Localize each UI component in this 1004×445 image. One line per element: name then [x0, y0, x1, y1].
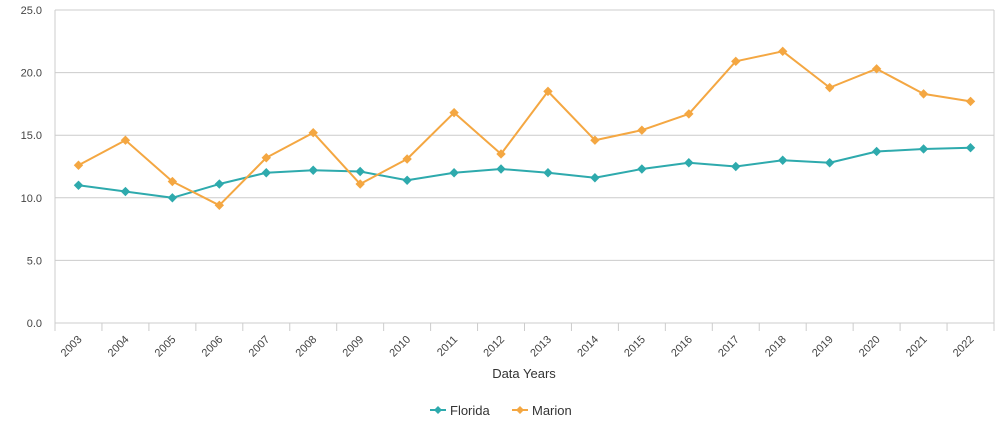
data-point-florida[interactable]	[543, 168, 553, 178]
x-tick-label: 2007	[247, 334, 273, 360]
data-point-florida[interactable]	[684, 158, 694, 168]
data-point-florida[interactable]	[120, 186, 131, 197]
x-tick-label: 2004	[106, 334, 132, 360]
data-point-florida[interactable]	[355, 166, 365, 177]
x-tick-label: 2008	[294, 334, 320, 360]
data-point-marion[interactable]	[778, 46, 788, 57]
data-point-florida[interactable]	[965, 143, 976, 153]
x-tick-label: 2017	[716, 334, 742, 360]
legend-item-marion[interactable]: Marion	[512, 403, 572, 418]
y-tick-label: 15.0	[21, 130, 42, 142]
y-tick-label: 25.0	[21, 5, 42, 17]
x-tick-label: 2014	[575, 334, 601, 360]
data-point-florida[interactable]	[918, 144, 929, 154]
data-point-marion[interactable]	[684, 109, 694, 119]
x-tick-label: 2012	[481, 334, 507, 360]
legend-label: Florida	[450, 403, 491, 418]
x-tick-label: 2015	[622, 334, 648, 360]
x-tick-label: 2011	[435, 334, 460, 359]
x-tick-label: 2022	[951, 334, 977, 360]
data-point-marion[interactable]	[402, 154, 412, 164]
data-point-marion[interactable]	[871, 64, 882, 74]
x-tick-label: 2013	[528, 334, 554, 360]
data-point-marion[interactable]	[355, 179, 365, 189]
x-tick-label: 2003	[59, 334, 85, 360]
data-point-florida[interactable]	[402, 175, 412, 185]
data-point-marion[interactable]	[918, 89, 929, 99]
data-point-florida[interactable]	[496, 164, 506, 174]
x-tick-label: 2009	[340, 334, 366, 360]
data-point-marion[interactable]	[449, 107, 459, 118]
data-point-marion[interactable]	[261, 153, 271, 163]
data-point-marion[interactable]	[120, 135, 131, 145]
data-point-florida[interactable]	[449, 168, 459, 178]
data-point-florida[interactable]	[167, 193, 178, 203]
data-point-florida[interactable]	[261, 168, 271, 178]
x-tick-label: 2020	[857, 334, 883, 360]
data-point-marion[interactable]	[167, 176, 178, 187]
data-point-marion[interactable]	[965, 96, 976, 107]
series-lines	[73, 46, 976, 211]
x-tick-label: 2021	[904, 334, 930, 360]
legend-label: Marion	[532, 403, 572, 418]
data-point-marion[interactable]	[496, 149, 506, 159]
data-point-florida[interactable]	[308, 165, 318, 175]
x-tick-label: 2018	[763, 334, 789, 360]
gridlines	[55, 9, 995, 324]
series-line	[77, 50, 971, 207]
series-line	[78, 146, 971, 199]
series-marion[interactable]	[73, 46, 976, 211]
y-tick-label: 20.0	[21, 68, 42, 80]
data-point-florida[interactable]	[214, 179, 225, 189]
x-tick-label: 2016	[669, 334, 695, 360]
x-tick-label: 2006	[200, 334, 226, 360]
data-point-florida[interactable]	[590, 173, 600, 183]
legend-item-florida[interactable]: Florida	[430, 403, 491, 418]
data-point-marion[interactable]	[214, 200, 225, 211]
data-point-florida[interactable]	[731, 161, 741, 172]
axes: 0.0 5.0 10.0 15.0 20.0 25.0 2003 2004 2005 2006 20…	[21, 5, 995, 360]
y-tick-label: 5.0	[27, 255, 42, 267]
y-tick-label: 10.0	[21, 193, 42, 205]
data-point-florida[interactable]	[73, 180, 84, 190]
data-point-florida[interactable]	[637, 164, 647, 174]
data-point-marion[interactable]	[543, 86, 553, 97]
diamond-icon	[516, 406, 524, 414]
y-tick-label: 0.0	[27, 318, 42, 330]
series-florida[interactable]	[73, 143, 976, 203]
data-point-marion[interactable]	[590, 135, 600, 145]
data-point-florida[interactable]	[871, 146, 882, 157]
data-point-marion[interactable]	[308, 127, 318, 138]
legend[interactable]: Florida Marion	[430, 403, 572, 418]
diamond-icon	[434, 406, 442, 414]
data-point-marion[interactable]	[824, 82, 835, 93]
data-point-florida[interactable]	[778, 155, 788, 165]
x-tick-label: 2010	[387, 334, 413, 360]
x-tick-label: 2005	[153, 334, 179, 360]
data-point-marion[interactable]	[73, 160, 84, 170]
data-point-marion[interactable]	[731, 56, 741, 67]
x-tick-label: 2019	[810, 334, 836, 360]
x-axis-title: Data Years	[492, 366, 556, 381]
data-point-marion[interactable]	[637, 125, 647, 135]
data-point-florida[interactable]	[824, 158, 835, 168]
